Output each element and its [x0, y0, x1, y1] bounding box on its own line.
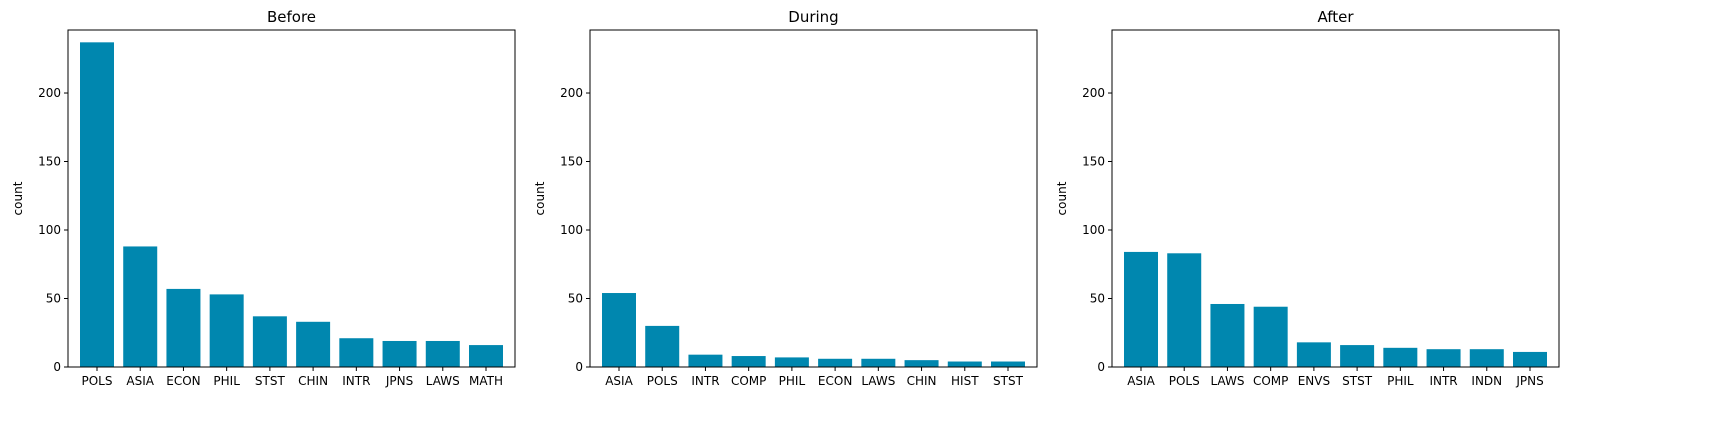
x-tick-label: JPNS	[1515, 374, 1543, 388]
x-tick-label: PHIL	[1387, 374, 1414, 388]
x-tick-label: STST	[1342, 374, 1373, 388]
bar-phil	[774, 357, 809, 367]
y-tick-label: 50	[568, 292, 583, 306]
y-tick-label: 200	[1082, 86, 1105, 100]
bar-asia	[1124, 251, 1158, 367]
chart-panel-before: Before count POLS ASIA ECON PHIL STST CHIN INT…	[11, 8, 516, 388]
x-tick-label: ENVS	[1298, 374, 1330, 388]
y-tick-label: 100	[1082, 223, 1105, 237]
y-tick-label: 150	[38, 155, 61, 169]
x-tick-label: ASIA	[605, 374, 633, 388]
x-tick-label: CHIN	[298, 374, 328, 388]
x-tick-label: PHIL	[213, 374, 240, 388]
bar-intr	[1426, 349, 1461, 367]
x-tick-label: JPNS	[385, 374, 413, 388]
chart-title: After	[1317, 8, 1354, 26]
bar-asia	[602, 293, 636, 367]
x-tick-label: STST	[255, 374, 286, 388]
x-tick-label: ASIA	[126, 374, 154, 388]
x-tick-label: POLS	[1169, 374, 1200, 388]
bar-econ	[818, 358, 853, 367]
bar-stst	[252, 316, 287, 367]
x-tick-label: PHIL	[779, 374, 806, 388]
x-tick-label: COMP	[731, 374, 766, 388]
x-tick-label: ASIA	[1127, 374, 1155, 388]
bar-laws	[861, 358, 896, 367]
y-tick-label: 50	[46, 292, 61, 306]
bar-phil	[209, 294, 244, 367]
bar-pols	[80, 42, 114, 367]
y-tick-label: 0	[1097, 360, 1105, 374]
y-tick-label: 200	[560, 86, 583, 100]
y-axis-label: count	[11, 181, 25, 215]
bar-phil	[1383, 347, 1418, 367]
x-tick-label: STST	[993, 374, 1024, 388]
x-tick-label: MATH	[469, 374, 503, 388]
x-tick-label: ECON	[166, 374, 200, 388]
bar-asia	[123, 246, 158, 367]
y-tick-label: 100	[560, 223, 583, 237]
bar-intr	[688, 354, 723, 367]
bar-laws	[1210, 303, 1245, 367]
y-tick-label: 100	[38, 223, 61, 237]
y-axis-label: count	[533, 181, 547, 215]
chart-panel-during: During count ASIA POLS INTR COMP PHIL ECON LAW…	[533, 8, 1038, 388]
chart-title: During	[788, 8, 838, 26]
bar-stst	[1340, 345, 1375, 367]
chart-panel-after: After count ASIA POLS LAWS COMP ENVS STST PHIL…	[1055, 8, 1560, 388]
bar-stst	[991, 361, 1025, 367]
y-axis-label: count	[1055, 181, 1069, 215]
bar-jpns	[382, 340, 417, 367]
x-tick-label: COMP	[1253, 374, 1288, 388]
plot-frame	[1111, 29, 1560, 368]
x-tick-label: INTR	[342, 374, 370, 388]
x-tick-label: INTR	[1429, 374, 1457, 388]
bar-math	[469, 345, 503, 367]
x-tick-label: LAWS	[861, 374, 895, 388]
y-tick-label: 0	[53, 360, 61, 374]
bar-laws	[425, 340, 460, 367]
plot-frame	[589, 29, 1038, 368]
bar-intr	[339, 338, 374, 367]
bar-envs	[1296, 342, 1331, 367]
x-tick-label: HIST	[951, 374, 979, 388]
bar-chin	[296, 321, 331, 367]
bar-jpns	[1513, 351, 1547, 367]
x-tick-label: ECON	[818, 374, 852, 388]
bar-comp	[731, 356, 766, 367]
x-tick-label: POLS	[82, 374, 113, 388]
x-tick-label: LAWS	[1210, 374, 1244, 388]
x-tick-label: LAWS	[426, 374, 460, 388]
x-tick-label: POLS	[647, 374, 678, 388]
bar-chin	[904, 360, 939, 367]
y-tick-label: 150	[560, 155, 583, 169]
bar-indn	[1469, 349, 1504, 367]
bar-pols	[1167, 253, 1202, 367]
bar-hist	[947, 361, 982, 367]
x-tick-label: INTR	[691, 374, 719, 388]
x-tick-label: CHIN	[907, 374, 937, 388]
y-tick-label: 150	[1082, 155, 1105, 169]
bar-comp	[1253, 306, 1288, 367]
bar-pols	[645, 325, 680, 367]
y-tick-label: 200	[38, 86, 61, 100]
plot-frame	[67, 29, 516, 368]
chart-title: Before	[267, 8, 316, 26]
bar-econ	[166, 288, 201, 367]
x-tick-label: INDN	[1471, 374, 1502, 388]
y-tick-label: 50	[1090, 292, 1105, 306]
y-tick-label: 0	[575, 360, 583, 374]
